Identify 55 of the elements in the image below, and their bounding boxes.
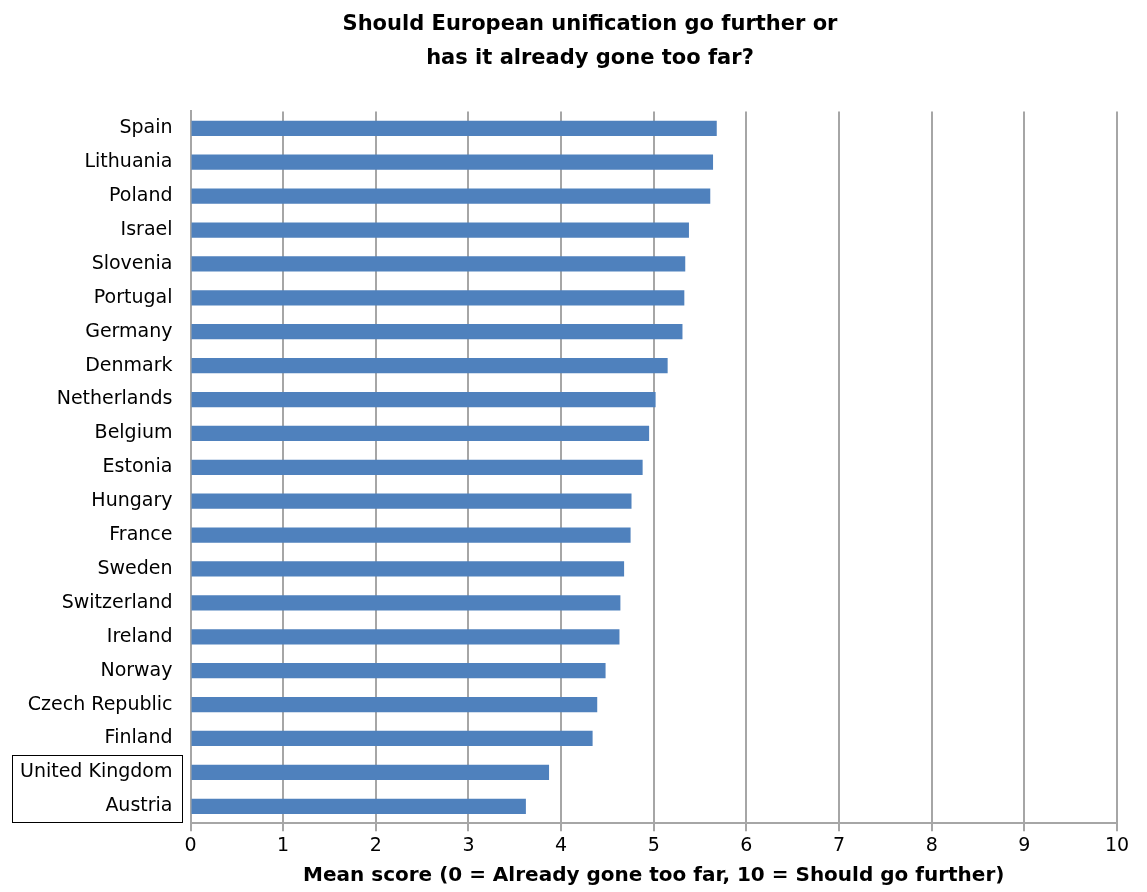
bar [191, 493, 632, 509]
y-tick-label: Poland [109, 183, 173, 206]
y-tick-label: United Kingdom [19, 759, 173, 782]
x-axis-title: Mean score (0 = Already gone too far, 10 = Should go further) [303, 862, 1005, 887]
y-tick-label: Netherlands [56, 386, 173, 409]
bar [191, 357, 668, 374]
bar [191, 222, 689, 238]
x-tick-label: 2 [369, 832, 382, 855]
y-tick-label: Hungary [91, 488, 173, 511]
chart-title: Should European unification go further or has it already gone too far? [341, 10, 839, 71]
bar [191, 324, 683, 340]
y-tick-label: Ireland [106, 623, 173, 646]
y-tick-label: Czech Republic [27, 691, 173, 714]
y-tick-label: Spain [119, 115, 173, 138]
bar [191, 188, 711, 204]
x-tick-label: 4 [555, 832, 568, 855]
x-tick-label: 7 [833, 832, 846, 855]
x-tick-label: 10 [1104, 832, 1130, 855]
y-tick-label: Sweden [97, 555, 173, 578]
y-tick-label: France [109, 522, 173, 545]
y-tick-label: Slovenia [91, 250, 173, 273]
y-tick-label: Switzerland [61, 589, 173, 612]
x-tick-label: 0 [184, 832, 197, 855]
bar [191, 391, 656, 408]
x-tick-label: 8 [925, 832, 938, 855]
y-tick-label: Denmark [85, 352, 173, 375]
bar [191, 629, 620, 645]
bar [191, 798, 526, 814]
y-tick-label: Lithuania [84, 149, 173, 172]
x-tick-label: 5 [647, 832, 660, 855]
bar [191, 256, 686, 272]
bar [191, 290, 685, 306]
x-tick-label: 6 [740, 832, 753, 855]
y-tick-label: Belgium [94, 420, 173, 443]
y-tick-label: Finland [104, 725, 173, 748]
bar [191, 425, 650, 442]
bar [191, 154, 714, 170]
bar [191, 561, 625, 577]
x-tick-label: 1 [277, 832, 290, 855]
bar [191, 527, 631, 543]
bar [191, 595, 621, 611]
y-tick-label: Estonia [102, 454, 173, 477]
bar [191, 730, 593, 747]
x-tick-label: 3 [462, 832, 475, 855]
x-tick-label: 9 [1018, 832, 1031, 855]
bar [191, 764, 550, 780]
y-tick-label: Israel [120, 216, 173, 239]
y-tick-label: Germany [85, 318, 173, 341]
bar [191, 663, 606, 679]
y-tick-label: Norway [100, 657, 173, 680]
bar [191, 696, 598, 713]
bar [191, 120, 717, 136]
bar [191, 459, 643, 475]
y-tick-label: Austria [105, 793, 173, 816]
y-tick-label: Portugal [93, 284, 173, 307]
